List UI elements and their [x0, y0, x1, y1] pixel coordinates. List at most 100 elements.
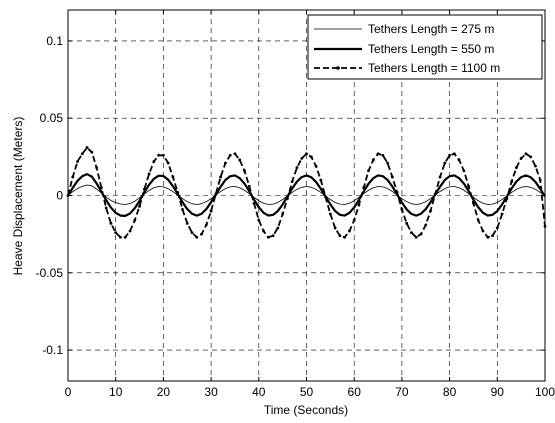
legend-label-275: Tethers Length = 275 m	[368, 22, 494, 36]
series-point-2	[481, 229, 485, 233]
series-point-2	[414, 235, 418, 239]
series-point-2	[410, 231, 413, 235]
series-point-2	[491, 234, 494, 238]
series-point-2	[448, 153, 451, 157]
series-point-2	[405, 221, 409, 225]
series-point-2	[476, 218, 480, 222]
series-point-2	[348, 229, 351, 233]
series-point-2	[147, 172, 151, 176]
series-point-2	[400, 208, 404, 211]
series-point-2	[290, 180, 294, 183]
series-point-2	[376, 152, 380, 156]
series-point-2	[190, 231, 194, 235]
x-tick-label: 90	[491, 385, 505, 399]
series-point-2	[510, 180, 514, 183]
series-point-2	[104, 206, 108, 210]
x-axis-label: Time (Seconds)	[264, 403, 348, 417]
series-point-2	[228, 153, 232, 157]
series-point-2	[219, 175, 223, 179]
series-point-2	[486, 235, 490, 239]
series-point-2	[252, 201, 256, 205]
series-point-2	[276, 226, 280, 230]
series-point-2	[271, 234, 275, 238]
series-point-2	[467, 184, 471, 188]
x-tick-label: 70	[395, 385, 409, 399]
legend-label-550: Tethers Length = 550 m	[368, 42, 494, 56]
x-tick-labels: 0 10 20 30 40 50 60 70 80 90 100	[65, 385, 555, 399]
y-tick-label: 0.1	[46, 34, 63, 48]
series-point-2	[429, 209, 432, 213]
series-point-2	[119, 235, 122, 239]
x-tick-label: 80	[443, 385, 457, 399]
series-point-2	[171, 175, 175, 179]
series-point-2	[76, 160, 79, 163]
x-tick-label: 60	[348, 385, 362, 399]
series-point-2	[138, 204, 141, 208]
series-point-2	[185, 221, 189, 225]
x-tick-label: 100	[535, 385, 555, 399]
series-point-2	[462, 169, 466, 173]
series-point-2	[338, 234, 342, 238]
series-point-2	[224, 161, 227, 165]
series-point-2	[357, 203, 361, 207]
series-point-2	[85, 146, 89, 149]
series-point-2	[238, 158, 242, 162]
series-lines	[66, 146, 547, 239]
series-point-2	[233, 152, 237, 156]
series-point-2	[128, 229, 132, 233]
series-point-2	[324, 195, 327, 199]
series-point-2	[343, 235, 347, 239]
series-point-2	[300, 157, 304, 160]
series-point-2	[286, 197, 289, 200]
grid	[68, 10, 545, 381]
legend-label-1100: Tethers Length = 1100 m	[368, 61, 500, 75]
series-point-2	[257, 218, 261, 222]
series-point-2	[514, 166, 518, 170]
x-tick-label: 40	[252, 385, 266, 399]
series-point-2	[305, 152, 308, 156]
series-point-2	[371, 158, 375, 162]
series-point-2	[295, 166, 299, 170]
series-line-1	[67, 173, 546, 218]
series-point-2	[452, 152, 456, 156]
series-point-2	[352, 218, 356, 222]
series-point-2	[142, 187, 146, 191]
series-point-2	[209, 209, 213, 213]
series-point-2	[328, 212, 332, 216]
series-point-2	[495, 226, 499, 230]
series-point-2	[181, 208, 184, 211]
y-tick-label: 0.05	[40, 111, 64, 125]
series-point-2	[367, 169, 370, 173]
series-point-2	[109, 221, 113, 225]
series-point-2	[381, 153, 385, 157]
series-point-2	[166, 161, 170, 165]
y-axis-label: Heave Displacement (Meters)	[11, 117, 25, 276]
series-point-2	[214, 192, 218, 196]
series-point-2	[362, 186, 366, 190]
series-point-2	[500, 212, 504, 216]
series-point-2	[443, 161, 447, 165]
series-point-2	[90, 150, 94, 154]
series-point-2	[243, 169, 246, 173]
series-point-2	[95, 166, 99, 170]
series-point-2	[314, 164, 318, 168]
series-point-2	[99, 186, 103, 190]
y-tick-label: -0.05	[36, 266, 64, 280]
series-point-2	[123, 235, 127, 239]
series-point-2	[433, 192, 437, 196]
series-point-2	[386, 161, 389, 165]
series-point-2	[114, 231, 118, 235]
legend: Tethers Length = 275 m Tethers Length = …	[307, 14, 543, 80]
y-tick-label: -0.1	[42, 343, 63, 357]
series-line-0	[67, 184, 546, 205]
series-point-2	[80, 152, 84, 156]
series-point-2	[534, 164, 537, 168]
x-tick-label: 30	[204, 385, 218, 399]
series-point-2	[247, 184, 251, 188]
legend-marker-1100	[336, 66, 340, 70]
series-point-2	[281, 212, 285, 216]
series-point-2	[395, 191, 399, 194]
series-point-2	[309, 155, 313, 159]
series-point-2	[438, 175, 442, 179]
